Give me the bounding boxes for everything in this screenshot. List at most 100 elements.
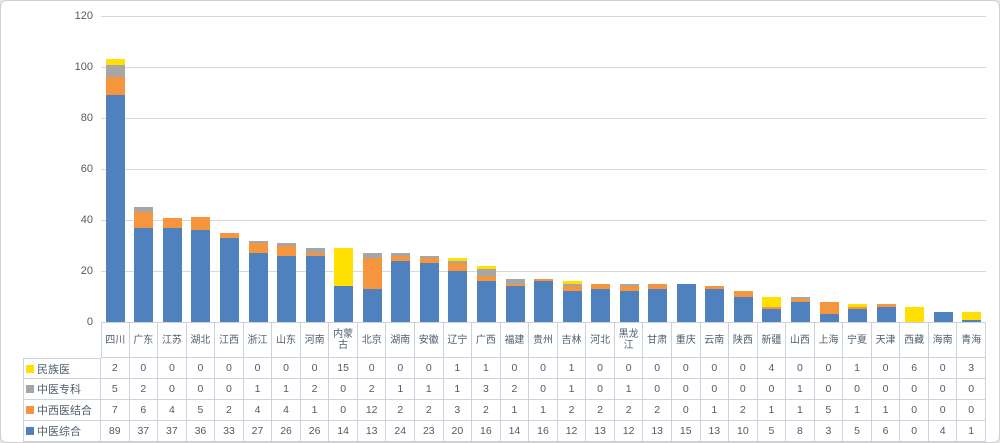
bar-stack-天津	[876, 16, 896, 322]
bar-segment	[676, 283, 696, 322]
bar-segment	[419, 258, 439, 264]
bar-segment	[476, 268, 496, 277]
table-value-cell: 1	[500, 400, 530, 421]
category-header-cell: 吉林	[557, 322, 587, 358]
table-value-cell: 10	[729, 421, 758, 442]
table-value-cell: 4	[928, 421, 958, 442]
table-value-cell: 13	[643, 421, 672, 442]
bar-segment	[848, 306, 867, 310]
table-value-cell: 1	[415, 379, 444, 400]
bar-segment	[962, 311, 982, 320]
bar-stack-黑龙江	[619, 16, 639, 322]
table-value-cell: 0	[158, 358, 187, 379]
table-value-cell: 2	[500, 379, 530, 400]
bar-segment	[648, 283, 668, 289]
category-header-cell: 四川	[101, 322, 130, 358]
category-header-cell: 北京	[357, 322, 387, 358]
bar-stack-江西	[220, 16, 239, 322]
bar-segment	[448, 258, 468, 261]
bar-segment	[705, 288, 725, 322]
table-value-cell: 12	[557, 421, 587, 442]
table-value-cell: 1	[243, 379, 273, 400]
bar-stack-江苏	[162, 16, 182, 322]
table-value-cell: 1	[443, 358, 473, 379]
table-value-cell: 1	[957, 421, 986, 442]
category-header-cell: 江苏	[158, 322, 187, 358]
bar-stack-海南	[933, 16, 953, 322]
bar-segment	[790, 299, 810, 302]
bar-segment	[562, 286, 582, 292]
table-value-cell: 0	[928, 379, 958, 400]
table-value-cell: 0	[529, 358, 558, 379]
table-value-cell: 5	[186, 400, 216, 421]
table-value-cell: 4	[757, 358, 787, 379]
bar-stack-宁夏	[848, 16, 867, 322]
bar-stack-内蒙古	[334, 16, 354, 322]
table-value-cell: 15	[671, 421, 701, 442]
y-tick-label: 20	[80, 265, 93, 277]
category-header-cell: 内蒙古	[329, 322, 358, 358]
table-value-cell: 2	[586, 400, 615, 421]
bar-stack-湖北	[191, 16, 211, 322]
table-value-cell: 2	[101, 358, 130, 379]
y-tick-label: 120	[74, 10, 93, 22]
table-value-cell: 0	[586, 379, 615, 400]
table-value-cell: 0	[500, 358, 530, 379]
legend-cell: 中医综合	[23, 421, 101, 442]
bar-segment	[562, 281, 582, 284]
bar-segment	[962, 319, 982, 322]
table-value-cell: 0	[928, 400, 958, 421]
bar-stack-云南	[705, 16, 725, 322]
table-value-cell: 1	[272, 379, 301, 400]
bar-segment	[334, 248, 354, 287]
category-header-cell: 河北	[586, 322, 615, 358]
bar-segment	[876, 304, 896, 307]
table-value-cell: 1	[843, 358, 872, 379]
table-value-cell: 2	[215, 400, 244, 421]
table-value-cell: 7	[101, 400, 130, 421]
plot-area	[101, 16, 986, 322]
table-value-cell: 2	[129, 379, 159, 400]
bar-stack-山西	[790, 16, 810, 322]
category-header-cell: 安徽	[415, 322, 444, 358]
legend-swatch-icon	[26, 427, 34, 435]
y-tick-label: 0	[86, 316, 93, 328]
bar-segment	[362, 288, 382, 322]
bar-segment	[191, 230, 211, 322]
category-header-cell: 甘肃	[643, 322, 672, 358]
table-value-cell: 33	[215, 421, 244, 442]
bar-segment	[391, 255, 411, 261]
table-value-cell: 1	[529, 400, 558, 421]
table-value-cell: 20	[443, 421, 473, 442]
bar-stack-甘肃	[648, 16, 668, 322]
category-header-cell: 陕西	[729, 322, 758, 358]
y-tick-label: 80	[80, 112, 93, 124]
table-value-cell: 36	[186, 421, 216, 442]
bar-segment	[391, 253, 411, 256]
bar-segment	[305, 255, 325, 322]
category-header-cell: 广西	[472, 322, 501, 358]
bar-stack-北京	[362, 16, 382, 322]
table-value-cell: 0	[814, 358, 844, 379]
category-header-cell: 江西	[215, 322, 244, 358]
table-value-cell: 12	[357, 400, 387, 421]
table-value-cell: 0	[243, 358, 273, 379]
table-value-cell: 0	[329, 400, 358, 421]
category-header-cell: 宁夏	[843, 322, 872, 358]
table-value-cell: 0	[871, 379, 901, 400]
bar-stack-重庆	[676, 16, 696, 322]
table-value-cell: 0	[329, 379, 358, 400]
bar-stack-上海	[819, 16, 839, 322]
bar-stack-浙江	[248, 16, 268, 322]
table-value-cell: 1	[786, 400, 815, 421]
bar-segment	[819, 314, 839, 322]
bar-segment	[790, 301, 810, 322]
table-value-cell: 27	[243, 421, 273, 442]
category-header-cell: 广东	[129, 322, 159, 358]
category-header-cell: 上海	[814, 322, 844, 358]
bar-segment	[220, 232, 239, 238]
bar-segment	[534, 278, 553, 282]
table-value-cell: 0	[158, 379, 187, 400]
bar-segment	[419, 255, 439, 259]
